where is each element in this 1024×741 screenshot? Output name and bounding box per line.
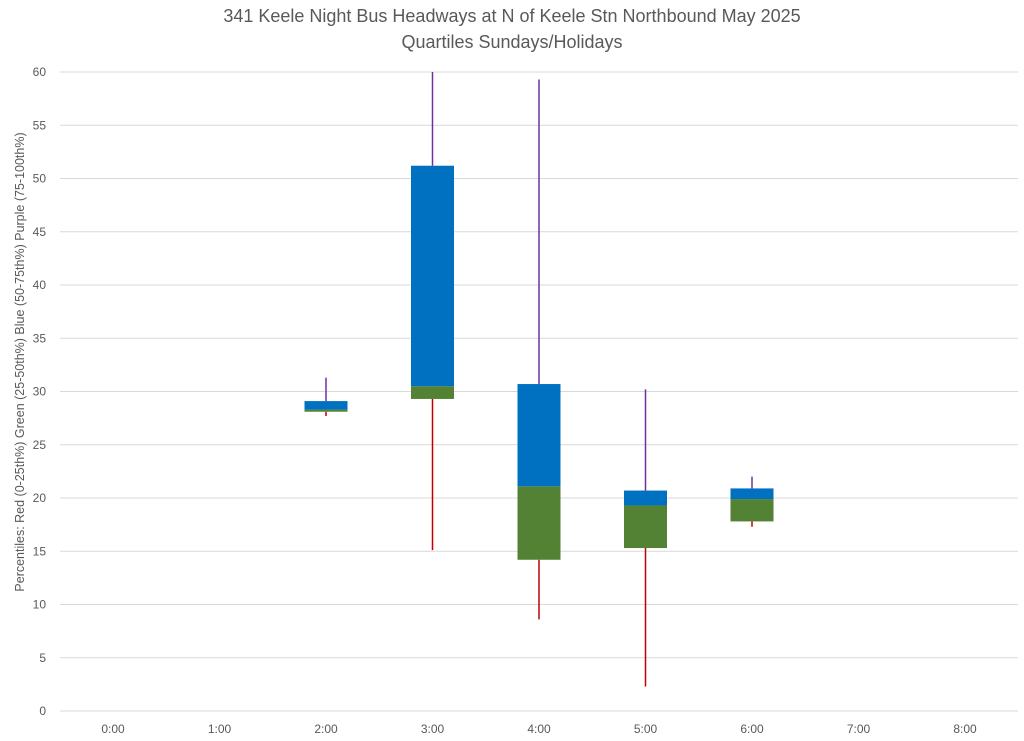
box-300 (411, 72, 454, 551)
x-tick-label: 8:00 (953, 722, 977, 736)
box-lower-quartile (304, 409, 348, 412)
x-tick-label: 7:00 (847, 722, 871, 736)
x-tick-label: 2:00 (314, 722, 338, 736)
x-tick-label: 3:00 (421, 722, 445, 736)
y-tick-label: 15 (33, 544, 47, 558)
box-upper-quartile (517, 384, 561, 487)
y-tick-label: 25 (33, 438, 47, 452)
chart-subtitle: Quartiles Sundays/Holidays (401, 32, 622, 52)
y-tick-label: 55 (33, 118, 47, 132)
y-axis-ticks: 0 5 10 15 20 25 30 35 40 45 50 55 60 (33, 65, 47, 718)
y-tick-label: 5 (39, 651, 46, 665)
box-lower-quartile (730, 499, 774, 522)
box-upper-quartile (304, 401, 348, 410)
y-tick-label: 45 (33, 225, 47, 239)
y-axis-label: Percentiles: Red (0-25th%) Green (25-50t… (13, 132, 27, 591)
x-axis-ticks: 0:00 1:00 2:00 3:00 4:00 5:00 6:00 7:00 8:00 (101, 722, 977, 736)
x-tick-label: 0:00 (101, 722, 125, 736)
box-lower-quartile (624, 505, 667, 549)
y-tick-label: 35 (33, 331, 47, 345)
box-series (304, 72, 774, 687)
x-tick-label: 1:00 (208, 722, 232, 736)
box-upper-quartile (624, 490, 667, 506)
y-tick-label: 10 (33, 598, 47, 612)
box-lower-quartile (517, 486, 561, 560)
box-600 (730, 476, 774, 527)
box-400 (517, 79, 561, 620)
box-lower-quartile (411, 386, 454, 399)
chart-title: 341 Keele Night Bus Headways at N of Kee… (223, 6, 800, 26)
box-upper-quartile (411, 165, 454, 387)
y-tick-label: 30 (33, 385, 47, 399)
y-tick-label: 40 (33, 278, 47, 292)
x-tick-label: 4:00 (527, 722, 551, 736)
x-tick-label: 6:00 (740, 722, 764, 736)
y-tick-label: 50 (33, 172, 47, 186)
y-tick-label: 0 (39, 704, 46, 718)
box-upper-quartile (730, 488, 774, 500)
box-200 (304, 377, 348, 416)
y-tick-label: 20 (33, 491, 47, 505)
y-tick-label: 60 (33, 65, 47, 79)
box-500 (624, 389, 667, 687)
x-tick-label: 5:00 (634, 722, 658, 736)
